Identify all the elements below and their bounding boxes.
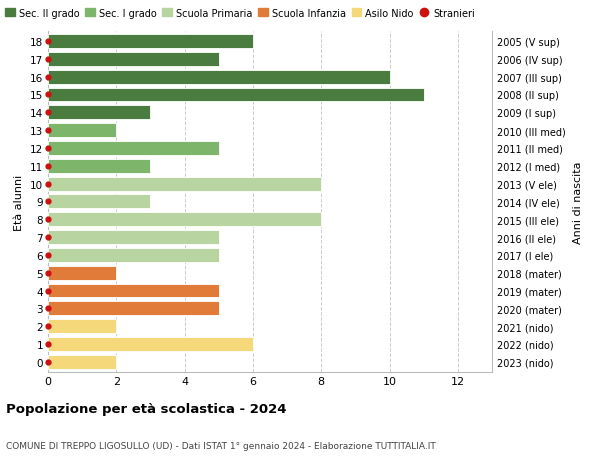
Bar — [48, 88, 424, 102]
Bar — [48, 159, 151, 174]
Bar — [48, 302, 219, 316]
Bar — [48, 195, 151, 209]
Bar — [48, 355, 116, 369]
Bar — [48, 53, 219, 67]
Bar — [48, 248, 219, 262]
Bar — [48, 213, 321, 227]
Text: Popolazione per età scolastica - 2024: Popolazione per età scolastica - 2024 — [6, 403, 287, 415]
Bar — [48, 337, 253, 351]
Legend: Sec. II grado, Sec. I grado, Scuola Primaria, Scuola Infanzia, Asilo Nido, Stran: Sec. II grado, Sec. I grado, Scuola Prim… — [1, 5, 479, 22]
Bar — [48, 284, 219, 298]
Text: COMUNE DI TREPPO LIGOSULLO (UD) - Dati ISTAT 1° gennaio 2024 - Elaborazione TUTT: COMUNE DI TREPPO LIGOSULLO (UD) - Dati I… — [6, 441, 436, 450]
Bar — [48, 142, 219, 156]
Bar — [48, 177, 321, 191]
Bar — [48, 319, 116, 333]
Y-axis label: Età alunni: Età alunni — [14, 174, 25, 230]
Y-axis label: Anni di nascita: Anni di nascita — [572, 161, 583, 243]
Bar — [48, 71, 389, 84]
Bar — [48, 230, 219, 245]
Bar — [48, 106, 151, 120]
Bar — [48, 124, 116, 138]
Bar — [48, 266, 116, 280]
Bar — [48, 35, 253, 49]
